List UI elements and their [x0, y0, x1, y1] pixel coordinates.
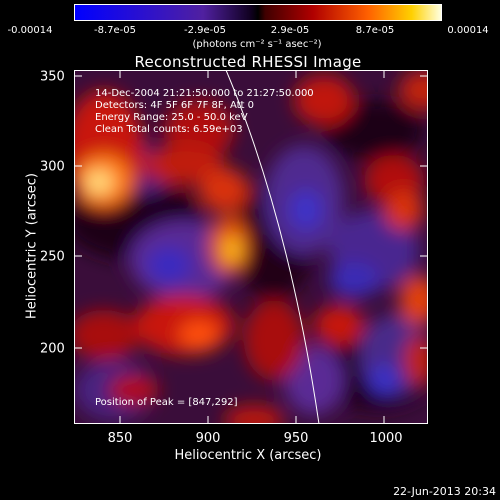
plot-title: Reconstructed RHESSI Image: [134, 53, 362, 71]
colorbar-units: (photons cm⁻² s⁻¹ asec⁻²): [192, 39, 322, 50]
colorbar-tick: 0.00014: [447, 25, 489, 36]
y-axis-ticks: [74, 75, 428, 349]
y-tick-label: 300: [40, 159, 65, 175]
x-axis-ticks: [119, 70, 385, 424]
colorbar-tick: -0.00014: [7, 25, 53, 36]
annotation-time: 14-Dec-2004 21:21:50.000 to 21:27:50.000: [95, 88, 314, 99]
annotation-peak: Position of Peak = [847,292]: [95, 397, 238, 408]
annotation-clean: Clean Total counts: 6.59e+03: [95, 124, 243, 135]
colorbar-tick: 2.9e-05: [270, 25, 310, 36]
x-tick-label: 900: [195, 431, 221, 446]
x-axis-label: Heliocentric X (arcsec): [174, 448, 322, 463]
colorbar-tick: -2.9e-05: [184, 25, 226, 36]
annotation-detectors: Detectors: 4F 5F 6F 7F 8F, Att 0: [95, 100, 255, 111]
x-tick-label: 1000: [369, 431, 403, 446]
x-tick-label: 850: [107, 431, 133, 446]
colorbar-tick: -8.7e-05: [94, 25, 136, 36]
rhessi-image: [74, 70, 428, 424]
y-tick-label: 200: [40, 341, 65, 357]
colorbar-tick: 8.7e-05: [355, 25, 395, 36]
y-axis-label: Heliocentric Y (arcsec): [24, 173, 40, 319]
image-plot: [74, 70, 428, 424]
annotation-energy: Energy Range: 25.0 - 50.0 keV: [95, 112, 248, 123]
timestamp: 22-Jun-2013 20:34: [393, 485, 496, 498]
colorbar: [74, 4, 442, 21]
y-tick-label: 350: [40, 69, 65, 85]
colorbar-gradient: [75, 5, 441, 20]
y-tick-label: 250: [40, 249, 65, 265]
x-tick-label: 950: [283, 431, 309, 446]
colorbar-tick-labels: -0.00014 -8.7e-05 -2.9e-05 2.9e-05 8.7e-…: [0, 0, 500, 60]
